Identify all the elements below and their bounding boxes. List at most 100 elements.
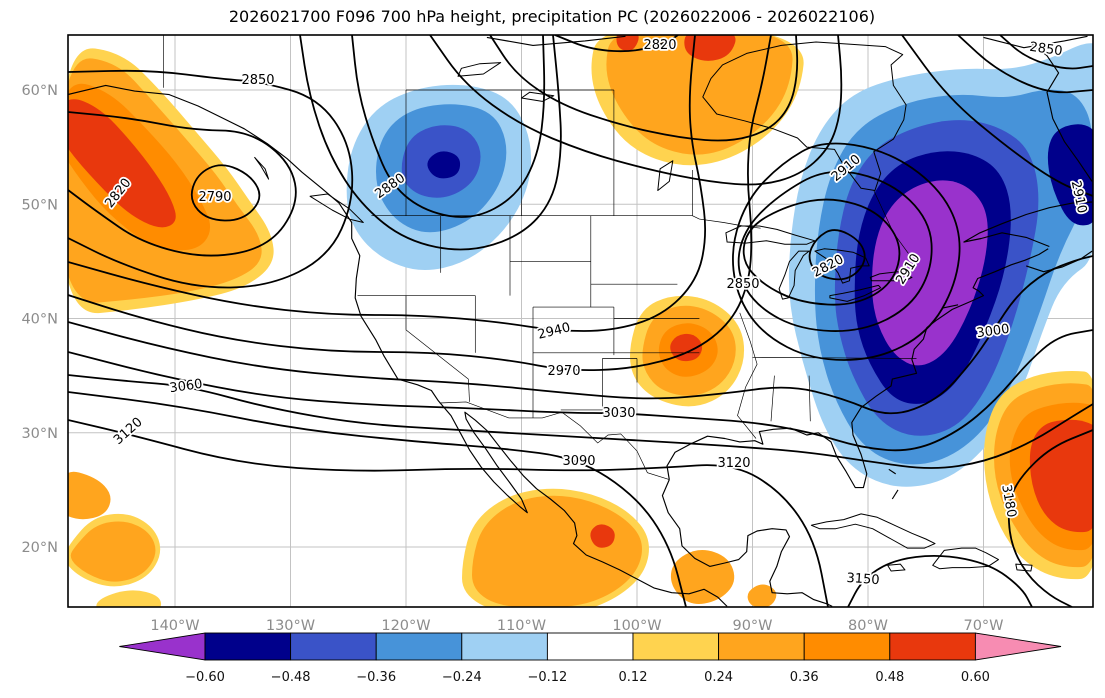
colorbar-segment — [375, 632, 463, 661]
plot-frame — [67, 34, 1094, 608]
coastline — [657, 160, 674, 191]
shading-region — [684, 35, 736, 61]
height-contour — [68, 111, 297, 257]
coastline — [810, 513, 936, 549]
height-contour — [808, 229, 866, 281]
coastline — [778, 250, 810, 300]
border-line — [737, 312, 758, 439]
colorbar-tick-label: 0.24 — [704, 670, 733, 685]
coastline — [666, 248, 1049, 489]
colorbar-segment — [803, 632, 891, 661]
coastline — [486, 35, 626, 46]
y-axis-tick-labels: 60°N 50°N 40°N 30°N 20°N — [21, 83, 58, 556]
contour-label: 2850 — [241, 73, 274, 88]
height-contour — [68, 329, 1093, 452]
x-tick-label: 100°W — [612, 618, 661, 634]
height-contour — [489, 35, 799, 142]
contour-label: 3090 — [562, 454, 595, 469]
shading-region — [872, 180, 988, 366]
height-contour — [847, 554, 1033, 607]
colorbar-segment — [204, 632, 292, 661]
height-contour — [68, 255, 1093, 415]
height-contour — [190, 164, 261, 222]
shading-region — [1029, 419, 1093, 533]
shading-region — [70, 521, 156, 582]
shading-region — [670, 333, 703, 362]
height-contour — [68, 374, 1093, 469]
contour-label: 2970 — [547, 364, 580, 379]
colorbar-segment — [718, 632, 805, 661]
height-contour — [68, 419, 829, 607]
coastline — [68, 84, 728, 607]
height-contour — [957, 35, 1093, 94]
y-tick-label: 60°N — [21, 83, 58, 99]
x-tick-label: 70°W — [963, 618, 1003, 634]
coastline — [661, 479, 833, 607]
coastline — [521, 91, 555, 102]
shading-region — [68, 99, 176, 228]
shading-region — [427, 151, 461, 179]
colorbar-segment — [889, 632, 976, 661]
contour-label: 3150 — [846, 571, 880, 588]
colorbar-tick-label: 0.12 — [619, 670, 648, 685]
coastline — [309, 193, 364, 223]
coastline — [457, 62, 502, 77]
height-contour — [999, 35, 1093, 70]
contour-label: 3060 — [169, 377, 204, 396]
contour-label: 2850 — [726, 277, 759, 292]
border-line — [439, 401, 670, 480]
x-tick-label: 110°W — [497, 618, 546, 634]
border-line — [770, 375, 775, 422]
colorbar-tick-label: −0.12 — [527, 670, 567, 685]
coastline — [1029, 41, 1093, 182]
x-tick-label: 90°W — [732, 618, 772, 634]
height-contour — [737, 170, 933, 332]
contour-label: 3120 — [717, 456, 750, 471]
height-contour — [429, 35, 843, 186]
height-contour — [68, 35, 707, 332]
shading-region — [472, 495, 642, 607]
contour-label: 2820 — [643, 38, 676, 53]
contour-label: 2790 — [198, 190, 231, 205]
height-contour — [732, 142, 961, 361]
y-tick-label: 30°N — [21, 426, 58, 442]
coastline — [932, 547, 999, 570]
shading-region — [606, 35, 793, 155]
colorbar-tick-label: −0.48 — [271, 670, 311, 685]
border-line — [405, 329, 469, 380]
colorbar-segment — [461, 632, 548, 661]
colorbar: −0.60 −0.48 −0.36 −0.24 −0.12 0.12 0.24 0.36 0.4… — [119, 632, 1062, 685]
height-contour — [901, 35, 1093, 197]
colorbar-tick-label: 0.60 — [961, 670, 990, 685]
colorbar-tick-label: 0.36 — [790, 670, 819, 685]
y-tick-label: 20°N — [21, 540, 58, 556]
border-line — [808, 375, 811, 422]
height-contour — [742, 198, 901, 306]
coastline — [983, 35, 1088, 49]
contour-label: 2850 — [1029, 40, 1064, 59]
colorbar-tick-label: −0.24 — [442, 670, 482, 685]
height-contour — [299, 35, 562, 251]
coastline — [941, 304, 959, 309]
x-tick-label: 80°W — [848, 618, 888, 634]
shading-region — [670, 550, 735, 604]
colorbar-tick-label: −0.60 — [185, 670, 225, 685]
colorbar-arrow-right — [974, 632, 1062, 661]
colorbar-tick-label: −0.36 — [356, 670, 396, 685]
shading-region — [1047, 124, 1093, 226]
height-contour — [68, 391, 687, 607]
height-contour — [554, 35, 679, 53]
coastline — [254, 156, 270, 180]
coastline — [887, 563, 906, 572]
coastline — [891, 489, 899, 500]
x-tick-label: 120°W — [381, 618, 430, 634]
height-contour — [68, 69, 354, 289]
contour-label: 3030 — [602, 406, 635, 421]
x-axis-tick-labels: 140°W 130°W 120°W 110°W 100°W 90°W 80°W 70°W — [150, 618, 1003, 634]
colorbar-tick-label: 0.48 — [875, 670, 904, 685]
coastline — [963, 201, 1093, 248]
x-tick-label: 140°W — [150, 618, 199, 634]
coastline — [1026, 250, 1093, 273]
coastline — [1015, 563, 1033, 572]
